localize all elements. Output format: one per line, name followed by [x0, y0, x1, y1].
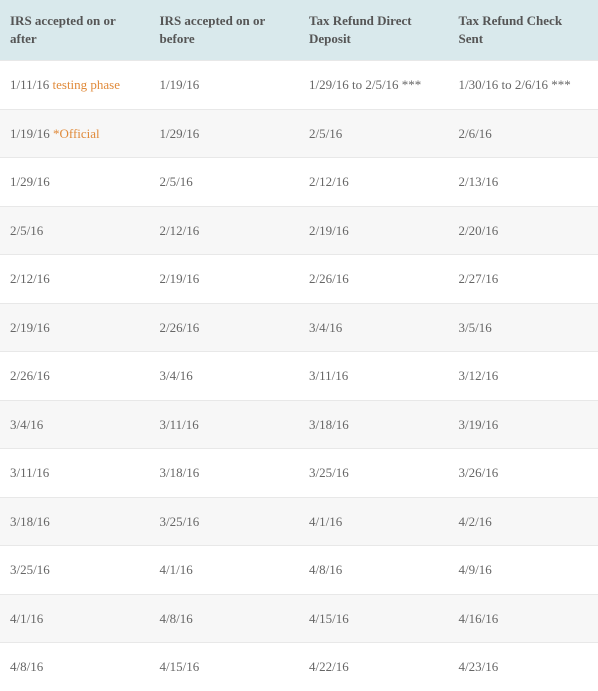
- cell-accepted-before: 3/18/16: [150, 449, 300, 498]
- cell-direct-deposit: 4/22/16: [299, 643, 449, 691]
- cell-accepted-before: 2/19/16: [150, 255, 300, 304]
- cell-check-sent: 3/26/16: [449, 449, 598, 498]
- cell-check-sent: 2/20/16: [449, 206, 598, 255]
- cell-accepted-before: 2/26/16: [150, 303, 300, 352]
- refund-schedule-table: IRS accepted on or after IRS accepted on…: [0, 0, 598, 691]
- table-row: 3/25/16 4/1/164/8/164/9/16: [0, 546, 598, 595]
- date-text: 1/11/16: [10, 77, 53, 92]
- header-direct-deposit: Tax Refund Direct Deposit: [299, 0, 449, 61]
- cell-accepted-after: 1/29/16: [0, 158, 150, 207]
- cell-accepted-before: 4/1/16: [150, 546, 300, 595]
- table-body: 1/11/16 testing phase1/19/161/29/16 to 2…: [0, 61, 598, 691]
- cell-check-sent: 3/19/16: [449, 400, 598, 449]
- cell-accepted-after: 3/18/16: [0, 497, 150, 546]
- note-text: *Official: [53, 126, 100, 141]
- table-row: 3/4/16 3/11/163/18/163/19/16: [0, 400, 598, 449]
- cell-accepted-before: 4/15/16: [150, 643, 300, 691]
- table-row: 1/11/16 testing phase1/19/161/29/16 to 2…: [0, 61, 598, 110]
- cell-direct-deposit: 2/5/16: [299, 109, 449, 158]
- cell-direct-deposit: 3/25/16: [299, 449, 449, 498]
- cell-check-sent: 2/6/16: [449, 109, 598, 158]
- header-accepted-after: IRS accepted on or after: [0, 0, 150, 61]
- cell-check-sent: 4/9/16: [449, 546, 598, 595]
- cell-accepted-after: 4/8/16: [0, 643, 150, 691]
- cell-check-sent: 2/27/16: [449, 255, 598, 304]
- date-text: 3/11/16: [10, 465, 49, 480]
- cell-accepted-after: 3/25/16: [0, 546, 150, 595]
- cell-direct-deposit: 3/4/16: [299, 303, 449, 352]
- date-text: 3/4/16: [10, 417, 43, 432]
- table-row: 2/12/16 2/19/162/26/162/27/16: [0, 255, 598, 304]
- cell-accepted-before: 2/5/16: [150, 158, 300, 207]
- cell-accepted-before: 1/19/16: [150, 61, 300, 110]
- date-text: 2/12/16: [10, 271, 50, 286]
- table-row: 2/5/16 2/12/162/19/162/20/16: [0, 206, 598, 255]
- table-row: 1/19/16 *Official1/29/162/5/162/6/16: [0, 109, 598, 158]
- cell-accepted-after: 2/26/16: [0, 352, 150, 401]
- date-text: 1/19/16: [10, 126, 53, 141]
- table-row: 2/26/16 3/4/163/11/163/12/16: [0, 352, 598, 401]
- cell-accepted-after: 1/19/16 *Official: [0, 109, 150, 158]
- table-row: 1/29/16 2/5/162/12/162/13/16: [0, 158, 598, 207]
- table-row: 2/19/16 2/26/163/4/163/5/16: [0, 303, 598, 352]
- cell-accepted-before: 4/8/16: [150, 594, 300, 643]
- note-text: testing phase: [53, 77, 121, 92]
- cell-check-sent: 1/30/16 to 2/6/16 ***: [449, 61, 598, 110]
- cell-accepted-after: 3/11/16: [0, 449, 150, 498]
- cell-accepted-before: 1/29/16: [150, 109, 300, 158]
- header-accepted-before: IRS accepted on or before: [150, 0, 300, 61]
- cell-check-sent: 3/5/16: [449, 303, 598, 352]
- cell-direct-deposit: 4/1/16: [299, 497, 449, 546]
- cell-direct-deposit: 4/15/16: [299, 594, 449, 643]
- header-row: IRS accepted on or after IRS accepted on…: [0, 0, 598, 61]
- table-row: 3/11/16 3/18/163/25/163/26/16: [0, 449, 598, 498]
- cell-accepted-after: 4/1/16: [0, 594, 150, 643]
- date-text: 2/26/16: [10, 368, 50, 383]
- cell-direct-deposit: 1/29/16 to 2/5/16 ***: [299, 61, 449, 110]
- cell-accepted-before: 3/4/16: [150, 352, 300, 401]
- cell-accepted-after: 2/5/16: [0, 206, 150, 255]
- table-row: 4/1/16 4/8/164/15/164/16/16: [0, 594, 598, 643]
- cell-check-sent: 2/13/16: [449, 158, 598, 207]
- cell-accepted-before: 2/12/16: [150, 206, 300, 255]
- cell-accepted-after: 2/12/16: [0, 255, 150, 304]
- cell-check-sent: 4/2/16: [449, 497, 598, 546]
- cell-check-sent: 3/12/16: [449, 352, 598, 401]
- cell-direct-deposit: 2/12/16: [299, 158, 449, 207]
- cell-direct-deposit: 2/26/16: [299, 255, 449, 304]
- cell-check-sent: 4/23/16: [449, 643, 598, 691]
- table-row: 3/18/16 3/25/164/1/164/2/16: [0, 497, 598, 546]
- table-row: 4/8/16 4/15/164/22/164/23/16: [0, 643, 598, 691]
- cell-direct-deposit: 3/11/16: [299, 352, 449, 401]
- cell-accepted-after: 2/19/16: [0, 303, 150, 352]
- cell-direct-deposit: 4/8/16: [299, 546, 449, 595]
- cell-direct-deposit: 3/18/16: [299, 400, 449, 449]
- cell-check-sent: 4/16/16: [449, 594, 598, 643]
- date-text: 4/1/16: [10, 611, 43, 626]
- cell-accepted-after: 3/4/16: [0, 400, 150, 449]
- cell-direct-deposit: 2/19/16: [299, 206, 449, 255]
- date-text: 3/25/16: [10, 562, 50, 577]
- header-check-sent: Tax Refund Check Sent: [449, 0, 598, 61]
- cell-accepted-before: 3/25/16: [150, 497, 300, 546]
- cell-accepted-before: 3/11/16: [150, 400, 300, 449]
- date-text: 2/5/16: [10, 223, 43, 238]
- date-text: 4/8/16: [10, 659, 43, 674]
- date-text: 1/29/16: [10, 174, 50, 189]
- cell-accepted-after: 1/11/16 testing phase: [0, 61, 150, 110]
- date-text: 2/19/16: [10, 320, 50, 335]
- date-text: 3/18/16: [10, 514, 50, 529]
